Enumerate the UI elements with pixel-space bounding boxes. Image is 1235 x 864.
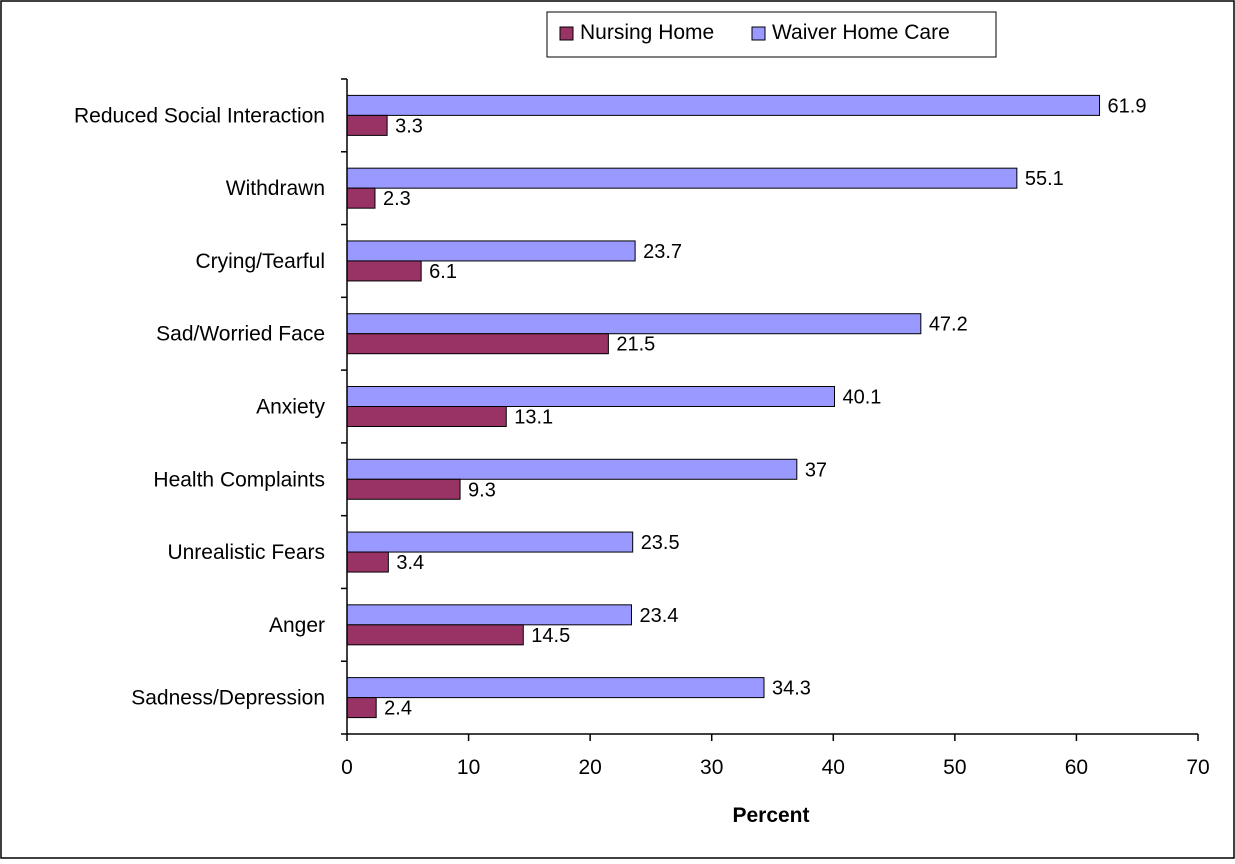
bar-waiver-home-care <box>347 387 835 407</box>
bar-nursing-home <box>347 698 376 718</box>
data-label-nursing-home: 3.4 <box>396 552 424 574</box>
bar-waiver-home-care <box>347 241 635 261</box>
bar-nursing-home <box>347 115 387 135</box>
data-label-nursing-home: 2.4 <box>384 698 412 720</box>
bar-waiver-home-care <box>347 678 764 698</box>
data-label-waiver-home-care: 40.1 <box>843 387 882 409</box>
x-tick-label: 40 <box>822 756 845 779</box>
data-label-waiver-home-care: 34.3 <box>772 678 811 700</box>
y-tick-label: Unrealistic Fears <box>167 541 325 564</box>
data-label-nursing-home: 3.3 <box>395 115 423 137</box>
x-tick-label: 10 <box>457 756 480 779</box>
legend: Nursing Home Waiver Home Care <box>547 12 996 57</box>
data-label-waiver-home-care: 55.1 <box>1025 168 1064 190</box>
bar-waiver-home-care <box>347 168 1017 188</box>
bar-nursing-home <box>347 552 388 572</box>
data-label-nursing-home: 6.1 <box>429 261 457 283</box>
bar-nursing-home <box>347 261 421 281</box>
y-tick-label: Reduced Social Interaction <box>74 104 325 127</box>
x-tick-label: 30 <box>700 756 723 779</box>
legend-swatch-waiver-home-care <box>752 27 765 40</box>
data-label-nursing-home: 9.3 <box>468 479 496 501</box>
legend-label-waiver-home-care: Waiver Home Care <box>772 21 950 44</box>
bar-nursing-home <box>347 625 523 645</box>
data-label-waiver-home-care: 23.5 <box>641 532 680 554</box>
data-label-nursing-home: 2.3 <box>383 188 411 210</box>
x-axis-title: Percent <box>732 804 809 827</box>
bar-nursing-home <box>347 407 506 427</box>
data-label-nursing-home: 21.5 <box>616 334 655 356</box>
legend-label-nursing-home: Nursing Home <box>580 21 714 44</box>
bar-waiver-home-care <box>347 532 633 552</box>
y-tick-label: Withdrawn <box>226 177 325 200</box>
bar-waiver-home-care <box>347 95 1100 115</box>
x-tick-label: 20 <box>578 756 601 779</box>
bar-nursing-home <box>347 188 375 208</box>
bar-waiver-home-care <box>347 459 797 479</box>
bar-waiver-home-care <box>347 605 631 625</box>
data-label-waiver-home-care: 47.2 <box>929 314 968 336</box>
y-tick-label: Crying/Tearful <box>195 250 325 273</box>
y-tick-label: Anger <box>269 614 325 637</box>
bar-waiver-home-care <box>347 314 921 334</box>
bar-nursing-home <box>347 479 460 499</box>
y-tick-label: Sad/Worried Face <box>156 323 325 346</box>
legend-swatch-nursing-home <box>560 27 573 40</box>
y-tick-label: Anxiety <box>256 396 325 419</box>
x-tick-label: 70 <box>1186 756 1209 779</box>
data-label-waiver-home-care: 61.9 <box>1108 95 1147 117</box>
x-tick-label: 60 <box>1065 756 1088 779</box>
bar-nursing-home <box>347 334 608 354</box>
y-tick-label: Health Complaints <box>153 468 325 491</box>
y-tick-label: Sadness/Depression <box>131 687 325 710</box>
data-label-waiver-home-care: 23.7 <box>643 241 682 263</box>
data-label-nursing-home: 13.1 <box>514 407 553 429</box>
data-label-waiver-home-care: 37 <box>805 459 827 481</box>
x-tick-label: 50 <box>943 756 966 779</box>
data-label-nursing-home: 14.5 <box>531 625 570 647</box>
data-label-waiver-home-care: 23.4 <box>639 605 678 627</box>
x-tick-label: 0 <box>341 756 353 779</box>
